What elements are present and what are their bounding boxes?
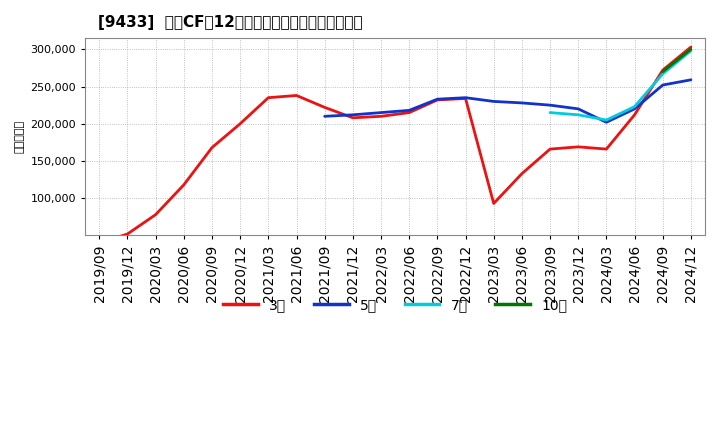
Text: [9433]  営業CFだ12か月移動合計の標準偏差の推移: [9433] 営業CFだ12か月移動合計の標準偏差の推移: [98, 15, 362, 30]
Y-axis label: （百万円）: （百万円）: [15, 120, 25, 154]
Legend: 3年, 5年, 7年, 10年: 3年, 5年, 7年, 10年: [217, 292, 572, 317]
